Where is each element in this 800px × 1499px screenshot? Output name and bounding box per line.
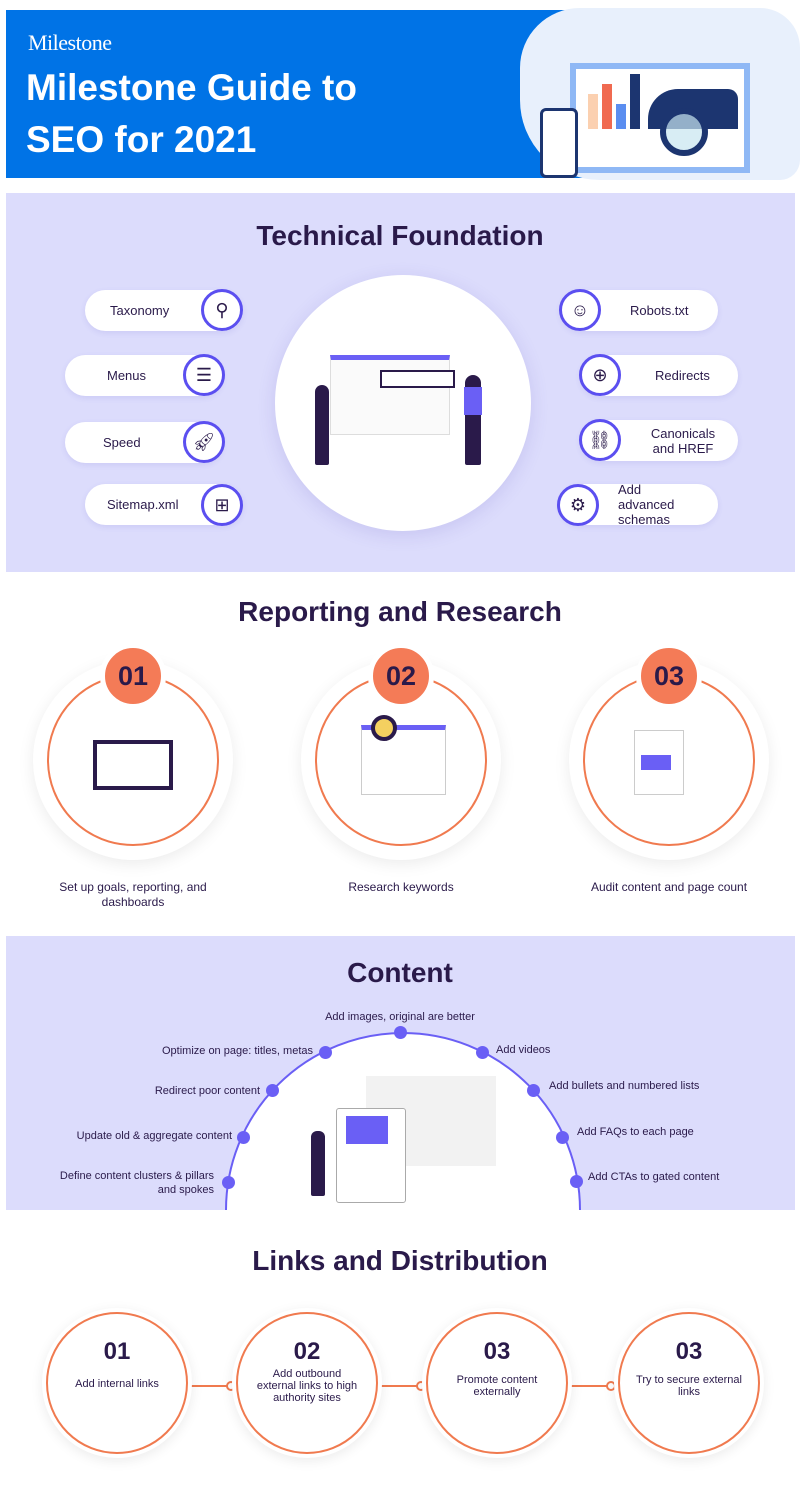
schemas-label: Add advanced schemas xyxy=(618,482,675,527)
step-badge: 01 xyxy=(100,643,166,709)
taxonomy-icon: ⚲ xyxy=(201,289,243,331)
content-dot xyxy=(556,1131,569,1144)
content-dot xyxy=(266,1084,279,1097)
links-step-2: 02 Add outbound external links to high a… xyxy=(232,1308,382,1458)
reporting-title: Reporting and Research xyxy=(238,596,562,627)
content-item-top: Add images, original are better xyxy=(325,1011,475,1023)
links-step-3: 03 Promote content externally xyxy=(422,1308,572,1458)
links-title: Links and Distribution xyxy=(252,1245,548,1276)
canonicals-label: Canonicals and HREF xyxy=(650,425,716,456)
content-item: Add videos xyxy=(496,1044,551,1056)
step-text: Try to secure external links xyxy=(636,1374,742,1398)
content-item: Define content clusters & pillars and sp… xyxy=(59,1170,214,1196)
content-dot xyxy=(394,1026,407,1039)
content-dot xyxy=(319,1046,332,1059)
robots-label: Robots.txt xyxy=(630,303,689,318)
links-step-4: 03 Try to secure external links xyxy=(614,1308,764,1458)
step-text: Promote content externally xyxy=(456,1374,538,1398)
step-caption: Set up goals, reporting, and dashboards xyxy=(59,880,207,909)
step-number: 03 xyxy=(483,1338,511,1365)
magnifier-icon xyxy=(660,108,708,156)
title-line-2: SEO for 2021 xyxy=(26,119,257,160)
content-title: Content xyxy=(347,957,453,988)
phone-illustration xyxy=(540,108,578,178)
rocket-icon: 🚀︎ xyxy=(183,421,225,463)
menus-label: Menus xyxy=(107,368,147,383)
title-line-1: Milestone Guide to xyxy=(26,67,357,108)
links-step-1: 01 Add internal links xyxy=(42,1308,192,1458)
step-text: Add internal links xyxy=(75,1378,159,1390)
step-badge: 03 xyxy=(636,643,702,709)
arrow-connector xyxy=(570,1385,610,1387)
redirects-label: Redirects xyxy=(655,368,710,383)
content-dot xyxy=(527,1084,540,1097)
content-item: Add bullets and numbered lists xyxy=(549,1080,700,1092)
step-caption: Audit content and page count xyxy=(590,880,748,894)
step-badge: 02 xyxy=(368,643,434,709)
monitor-illustration xyxy=(570,63,750,173)
sitemap-icon: ⊞ xyxy=(201,484,243,526)
content-item: Add CTAs to gated content xyxy=(588,1171,720,1183)
speed-label: Speed xyxy=(103,435,141,450)
schema-icon: ⚙ xyxy=(557,484,599,526)
content-item: Update old & aggregate content xyxy=(76,1130,232,1142)
technical-illustration xyxy=(275,275,531,531)
technical-title: Technical Foundation xyxy=(256,220,544,251)
redirect-globe-icon: ⊕ xyxy=(579,354,621,396)
header-illustration xyxy=(520,8,800,180)
step-number: 01 xyxy=(103,1338,131,1365)
arrow-connector xyxy=(190,1385,230,1387)
content-dot xyxy=(570,1175,583,1188)
milestone-logo: Milestone xyxy=(28,30,112,55)
step-caption: Research keywords xyxy=(348,880,454,894)
content-item: Add FAQs to each page xyxy=(577,1126,694,1138)
link-icon: ⛓︎ xyxy=(579,419,621,461)
step-number: 03 xyxy=(675,1338,703,1365)
header-banner xyxy=(6,10,586,178)
menu-list-icon: ☰ xyxy=(183,354,225,396)
content-dot xyxy=(476,1046,489,1059)
content-dot xyxy=(237,1131,250,1144)
taxonomy-label: Taxonomy xyxy=(110,303,170,318)
content-item: Optimize on page: titles, metas xyxy=(161,1045,313,1057)
step-text: Add outbound external links to high auth… xyxy=(256,1368,358,1404)
content-dot xyxy=(222,1176,235,1189)
page-title: Milestone Guide to SEO for 2021 xyxy=(26,62,357,166)
robot-icon: ☺ xyxy=(559,289,601,331)
sitemap-label: Sitemap.xml xyxy=(107,497,179,512)
arrow-connector xyxy=(380,1385,420,1387)
content-item: Redirect poor content xyxy=(154,1085,260,1097)
step-number: 02 xyxy=(293,1338,321,1365)
content-section xyxy=(6,936,795,1210)
